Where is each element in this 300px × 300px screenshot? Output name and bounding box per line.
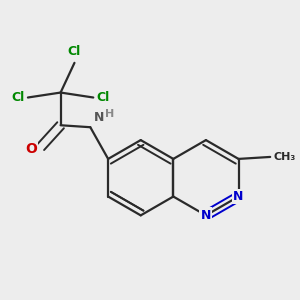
Text: N: N — [94, 111, 105, 124]
Text: O: O — [25, 142, 37, 156]
Text: Cl: Cl — [96, 91, 110, 104]
Text: N: N — [201, 209, 211, 222]
Text: CH₃: CH₃ — [273, 152, 296, 162]
Text: H: H — [105, 109, 114, 119]
Text: Cl: Cl — [12, 91, 25, 104]
Text: Cl: Cl — [68, 45, 81, 58]
Text: N: N — [233, 190, 244, 203]
